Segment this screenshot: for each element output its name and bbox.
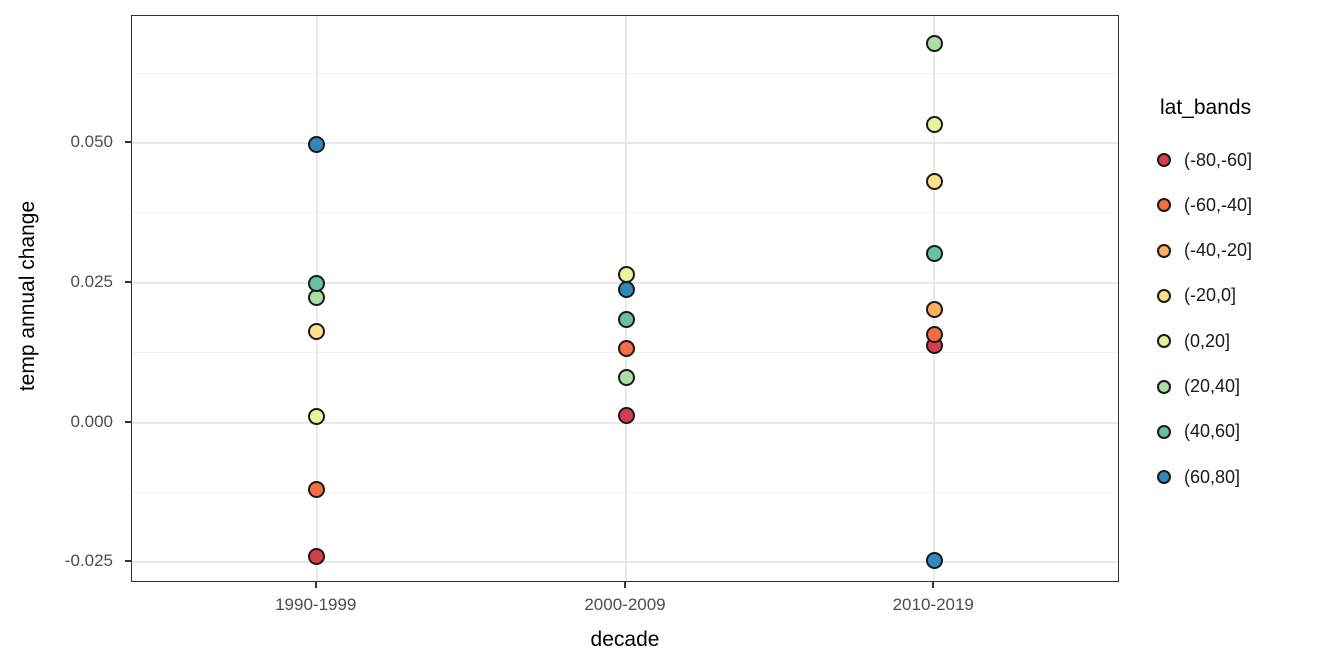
legend-item-label: (-60,-40] xyxy=(1184,194,1253,215)
y-tick-mark xyxy=(125,420,131,423)
legend-color-dot xyxy=(1157,198,1171,213)
legend-color-dot xyxy=(1157,243,1171,258)
y-tick-label: -0.025 xyxy=(64,551,113,571)
legend-item: (60,80] xyxy=(1157,466,1240,488)
y-tick-label: 0.025 xyxy=(70,271,113,291)
data-point xyxy=(925,551,943,569)
y-tick-mark xyxy=(125,280,131,283)
legend-item-label: (60,80] xyxy=(1184,466,1241,487)
x-tick-label: 2000-2009 xyxy=(584,595,666,614)
gridline-major-x xyxy=(933,16,936,581)
y-tick-label: 0.050 xyxy=(70,131,113,151)
data-point xyxy=(308,481,326,499)
gridline-major-x xyxy=(625,16,627,581)
legend-item: (20,40] xyxy=(1157,376,1240,398)
legend-color-dot xyxy=(1157,470,1171,485)
y-tick-mark xyxy=(125,560,131,563)
legend-item-label: (20,40] xyxy=(1184,376,1241,396)
data-point xyxy=(617,406,635,424)
data-point xyxy=(617,368,635,386)
data-point xyxy=(925,244,943,262)
legend-item-label: (-20,0] xyxy=(1184,285,1237,306)
data-point xyxy=(308,323,326,341)
data-point xyxy=(925,34,943,52)
y-axis-title: temp annual change xyxy=(16,200,39,392)
legend-item-label: (-80,-60] xyxy=(1184,149,1253,170)
data-point xyxy=(617,280,635,298)
data-point xyxy=(617,339,635,357)
x-tick-label: 2010-2019 xyxy=(892,595,974,614)
legend-item: (-80,-60] xyxy=(1157,149,1252,171)
data-point xyxy=(925,325,943,343)
data-point xyxy=(925,300,943,318)
plot-panel xyxy=(131,15,1119,582)
legend-item: (-40,-20] xyxy=(1157,240,1252,262)
legend-item-label: (0,20] xyxy=(1184,330,1231,351)
legend-item-label: (-40,-20] xyxy=(1184,240,1253,261)
legend-color-dot xyxy=(1157,153,1171,167)
legend-title: lat_bands xyxy=(1160,96,1252,119)
legend-item: (-20,0] xyxy=(1157,285,1236,307)
legend-color-dot xyxy=(1157,334,1171,349)
y-tick-label: 0.000 xyxy=(70,411,113,431)
legend-item: (-60,-40] xyxy=(1157,194,1252,216)
x-tick-mark xyxy=(624,582,626,588)
data-point xyxy=(308,289,326,307)
data-point xyxy=(925,173,943,190)
data-point xyxy=(308,136,326,154)
x-tick-mark xyxy=(932,582,935,588)
legend-color-dot xyxy=(1157,379,1171,394)
legend-item-label: (40,60] xyxy=(1184,421,1241,442)
legend-color-dot xyxy=(1157,424,1171,439)
legend-item: (0,20] xyxy=(1157,330,1230,352)
data-point xyxy=(308,407,326,425)
x-tick-mark xyxy=(314,582,317,588)
data-point xyxy=(617,310,635,328)
legend-item: (40,60] xyxy=(1157,421,1240,443)
x-tick-label: 1990-1999 xyxy=(275,595,357,614)
data-point xyxy=(925,115,943,133)
y-tick-mark xyxy=(125,140,131,143)
data-point xyxy=(308,548,326,566)
data-point xyxy=(308,274,326,292)
legend-color-dot xyxy=(1157,288,1171,303)
x-axis-title: decade xyxy=(590,628,660,651)
